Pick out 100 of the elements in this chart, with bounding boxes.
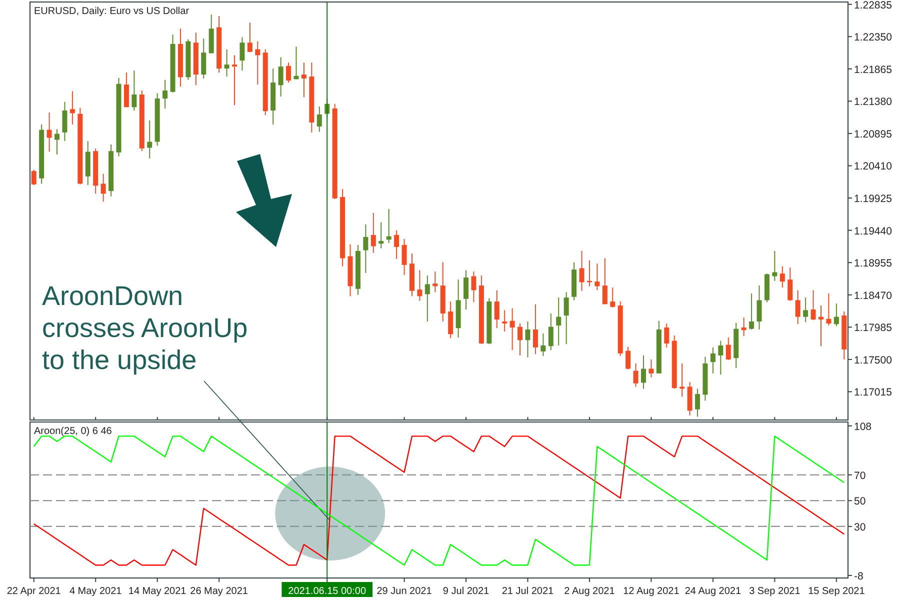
x-tick-label: 4 May 2021 — [69, 586, 122, 597]
candlestick — [525, 320, 530, 358]
y-tick-label: 1.21380 — [854, 96, 892, 108]
candlestick — [718, 340, 724, 376]
x-tick-label: 29 Jun 2021 — [376, 586, 432, 597]
candlestick — [756, 285, 762, 330]
candlestick — [286, 62, 292, 84]
y-tick-label: -8 — [854, 570, 864, 582]
candlestick — [255, 40, 260, 86]
candlestick — [464, 270, 469, 310]
candlestick — [695, 388, 700, 418]
candlestick — [680, 362, 685, 398]
annotation: AroonDown crosses AroonUp to the upside — [42, 281, 248, 375]
chart-title: EURUSD, Daily: Euro vs US Dollar — [34, 6, 190, 17]
candlestick — [240, 36, 245, 72]
candlestick — [626, 346, 631, 370]
y-tick-label: 1.17985 — [854, 322, 892, 334]
x-tick-label: 3 Sep 2021 — [749, 586, 801, 597]
candlestick — [564, 292, 569, 345]
candlestick — [749, 293, 754, 330]
y-tick-label: 1.22835 — [854, 0, 892, 12]
y-tick-label: 1.20410 — [854, 160, 892, 173]
candlestick — [471, 271, 476, 303]
y-tick-label: 1.20895 — [854, 128, 892, 140]
candlestick — [386, 208, 392, 244]
x-tick-label: 15 Sep 2021 — [808, 586, 866, 597]
y-tick-label: 108 — [854, 420, 872, 433]
chart-title: Aroon(25, 0) 6 46 — [34, 426, 112, 437]
candlestick — [417, 270, 422, 302]
candlestick — [448, 301, 454, 339]
candlestick — [518, 322, 523, 356]
candlestick — [834, 303, 839, 327]
candlestick — [788, 267, 793, 302]
y-tick-label: 1.17015 — [854, 386, 892, 399]
candlestick — [532, 304, 538, 355]
candlestick — [741, 316, 746, 337]
y-tick-label: 1.19925 — [854, 193, 892, 206]
y-tick-label: 1.18470 — [854, 290, 892, 302]
candlestick — [70, 90, 75, 125]
candlestick — [378, 222, 384, 249]
candlestick — [780, 266, 785, 288]
candlestick — [594, 263, 600, 291]
candlestick — [556, 297, 562, 346]
x-tick-label: 9 Jul 2021 — [442, 586, 490, 597]
candlestick — [710, 346, 716, 374]
candlestick — [826, 293, 832, 326]
y-tick-label: 50 — [854, 496, 866, 508]
y-tick-label: 70 — [854, 470, 866, 482]
x-tick-label: 2 Aug 2021 — [564, 586, 616, 597]
candlestick — [579, 250, 584, 292]
candlestick — [301, 62, 306, 98]
candlestick — [502, 310, 508, 332]
candlestick — [247, 22, 252, 52]
candlestick — [510, 308, 515, 351]
candlestick — [687, 382, 692, 416]
candlestick — [424, 275, 430, 322]
candlestick — [648, 358, 654, 378]
candlestick — [294, 46, 299, 80]
candlestick — [432, 271, 438, 293]
candlestick — [132, 70, 137, 111]
y-tick-label: 1.18955 — [854, 258, 892, 270]
x-tick-label: 14 May 2021 — [128, 586, 187, 597]
x-tick-label: 21 Jul 2021 — [502, 586, 554, 597]
candlestick — [494, 290, 500, 329]
candlestick — [316, 106, 322, 132]
candlestick — [232, 54, 237, 106]
x-tick-label: 24 Aug 2021 — [684, 586, 742, 597]
candlestick — [46, 112, 52, 152]
candlestick — [162, 79, 168, 109]
candlestick — [402, 238, 407, 276]
y-tick-label: 1.17500 — [854, 354, 892, 366]
y-tick-label: 1.21865 — [854, 64, 892, 76]
candlestick — [147, 120, 152, 159]
candlestick — [664, 322, 670, 348]
candlestick — [394, 230, 400, 260]
x-tick-label: 26 May 2021 — [190, 586, 248, 597]
candlestick — [726, 336, 731, 361]
y-tick-label: 1.19440 — [854, 225, 892, 238]
candlestick — [803, 297, 808, 323]
candlestick — [124, 72, 129, 108]
candlestick — [100, 173, 106, 202]
candlestick — [641, 354, 646, 390]
candlestick — [633, 362, 638, 388]
y-tick-label: 1.22350 — [854, 32, 892, 44]
candlestick — [62, 101, 68, 142]
candlestick — [810, 290, 816, 321]
candlestick — [31, 169, 36, 186]
candlestick — [54, 128, 60, 155]
candlestick — [772, 250, 778, 282]
candlestick — [548, 313, 554, 351]
y-tick-label: 30 — [854, 521, 866, 534]
x-tick-label: 2021.06.15 00:00 — [288, 586, 366, 597]
candlestick — [540, 332, 546, 357]
x-tick-label: 22 Apr 2021 — [6, 586, 62, 597]
candlestick — [370, 212, 376, 254]
candlestick — [602, 258, 608, 305]
x-tick-label: 12 Aug 2021 — [623, 586, 680, 597]
candlestick — [818, 305, 824, 347]
candlestick — [201, 38, 206, 80]
line-series — [33, 436, 845, 566]
